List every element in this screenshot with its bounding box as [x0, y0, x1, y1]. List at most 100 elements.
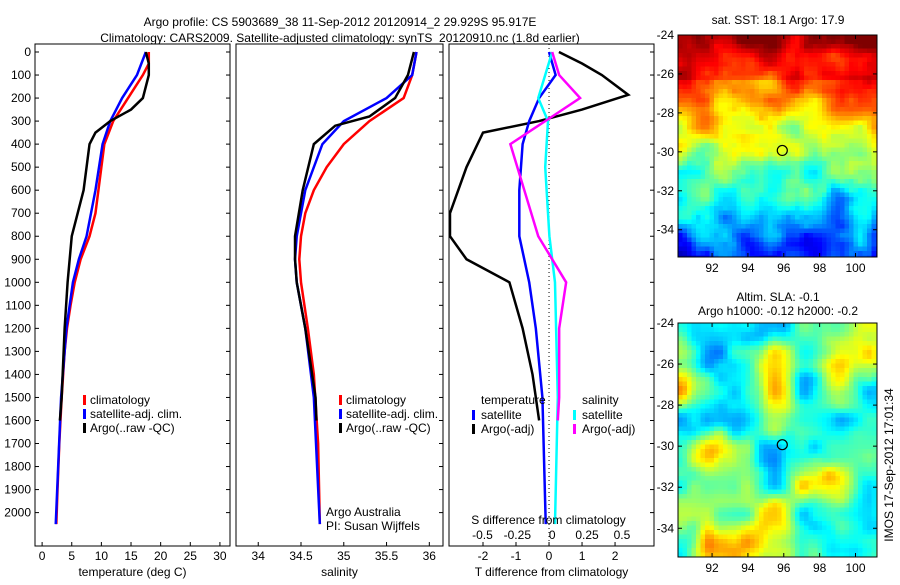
map-cell: [700, 93, 706, 99]
map-cell: [817, 413, 823, 418]
map-cell: [750, 219, 755, 225]
map-cell: [750, 102, 755, 108]
map-cell: [862, 179, 868, 184]
map-cell: [754, 39, 760, 45]
map-cell: [858, 44, 863, 49]
map-cell: [822, 336, 827, 342]
map-cell: [772, 453, 778, 459]
map-cell: [817, 525, 823, 531]
map-cell: [754, 494, 760, 499]
map-cell: [781, 399, 787, 405]
map-cell: [867, 120, 872, 126]
map-cell: [714, 174, 719, 180]
map-cell: [844, 422, 850, 427]
map-cell: [709, 120, 715, 126]
map-cell: [732, 215, 737, 220]
map-cell: [709, 395, 715, 400]
map-cell: [705, 503, 710, 508]
map-cell: [714, 453, 719, 459]
map-cell: [772, 44, 778, 49]
map-cell: [745, 125, 751, 130]
map-cell: [700, 489, 706, 495]
map-cell: [741, 440, 746, 445]
map-cell: [844, 170, 850, 175]
map-cell: [871, 404, 877, 409]
map-cell: [768, 327, 773, 333]
map-cell: [844, 35, 850, 40]
map-cell: [808, 35, 814, 40]
map-cell: [835, 422, 841, 427]
map-cell: [745, 129, 751, 135]
map-cell: [709, 413, 715, 418]
map-cell: [826, 363, 832, 369]
map-cell: [745, 390, 751, 396]
map-cell: [732, 75, 737, 81]
map-cell: [799, 93, 805, 99]
map-cell: [822, 386, 827, 391]
map-cell: [714, 53, 719, 58]
map-cell: [862, 152, 868, 157]
map-title-sst: sat. SST: 18.1 Argo: 17.9: [712, 13, 845, 27]
x2-tick-label: -0.5: [472, 528, 493, 542]
map-cell: [799, 242, 805, 247]
map-cell: [705, 156, 710, 162]
map-cell: [696, 255, 701, 258]
map-cell: [813, 129, 818, 135]
map-cell: [709, 372, 715, 378]
map-cell: [741, 224, 746, 229]
map-cell: [763, 350, 769, 355]
map-cell: [844, 129, 850, 135]
map-cell: [862, 543, 868, 549]
y-tick-label: -30: [657, 439, 675, 453]
map-cell: [790, 413, 796, 418]
map-cell: [700, 111, 706, 117]
map-cell: [786, 471, 791, 477]
map-cell: [700, 161, 706, 166]
map-cell: [844, 201, 850, 207]
map-cell: [813, 237, 818, 243]
map-cell: [835, 116, 841, 121]
map-cell: [736, 323, 742, 328]
map-cell: [732, 156, 737, 162]
legend-swatch: [83, 409, 86, 419]
map-cell: [763, 521, 769, 526]
map-cell: [862, 147, 868, 153]
map-cell: [696, 192, 701, 198]
map-cell: [763, 404, 769, 409]
map-cell: [804, 345, 809, 351]
map-cell: [741, 116, 746, 121]
map-cell: [759, 404, 764, 409]
map-cell: [687, 116, 692, 121]
map-cell: [736, 539, 742, 544]
map-cell: [691, 390, 697, 396]
map-cell: [750, 48, 755, 54]
map-cell: [808, 44, 814, 49]
map-cell: [813, 201, 818, 207]
map-cell: [687, 129, 692, 135]
map-cell: [745, 408, 751, 414]
map-cell: [822, 251, 827, 256]
map-cell: [790, 426, 796, 432]
map-cell: [849, 363, 854, 369]
map-cell: [709, 210, 715, 216]
map-cell: [849, 413, 854, 418]
map-cell: [777, 377, 782, 382]
map-cell: [840, 224, 845, 229]
map-cell: [754, 471, 760, 477]
map-cell: [696, 48, 701, 54]
map-cell: [700, 98, 706, 103]
map-cell: [750, 179, 755, 184]
map-cell: [853, 152, 859, 157]
map-cell: [754, 381, 760, 387]
map-cell: [790, 431, 796, 436]
map-cell: [750, 372, 755, 378]
map-cell: [786, 251, 791, 256]
map-cell: [808, 480, 814, 486]
map-cell: [804, 350, 809, 355]
y-tick-label: 1800: [4, 460, 31, 474]
map-cell: [768, 237, 773, 243]
map-cell: [705, 336, 710, 342]
map-cell: [772, 539, 778, 544]
map-cell: [790, 390, 796, 396]
map-cell: [682, 404, 688, 409]
